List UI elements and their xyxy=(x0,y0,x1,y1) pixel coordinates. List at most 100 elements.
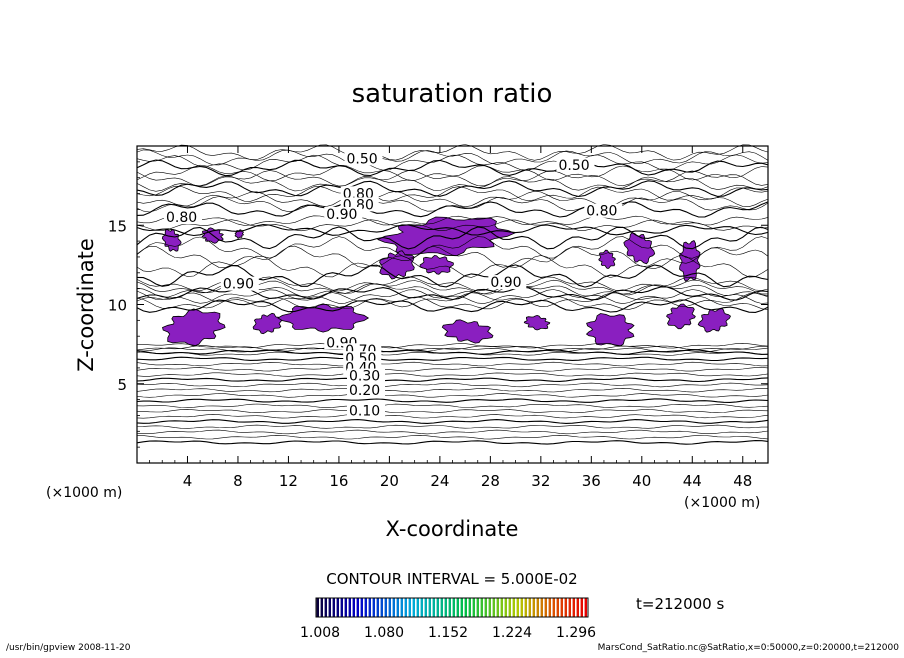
colorbar-cell-67 xyxy=(584,598,587,617)
supersaturated-region-8 xyxy=(678,239,701,282)
contour-line-34 xyxy=(136,196,769,213)
colorbar-cell-16 xyxy=(380,598,383,617)
y-tick-label-1: 10 xyxy=(108,297,127,315)
contour-label-5: 0.80 xyxy=(166,210,197,226)
x-tick-label-11: 48 xyxy=(733,472,752,490)
contour-line-31 xyxy=(136,219,769,232)
colorbar-cell-61 xyxy=(560,598,563,617)
x-tick-label-7: 32 xyxy=(531,472,550,490)
contour-label-4: 0.90 xyxy=(326,207,357,223)
y-axis-label: Z-coordinate xyxy=(74,238,98,372)
contour-line-19 xyxy=(136,347,769,353)
colorbar-cell-9 xyxy=(352,598,355,617)
contour-label-group: 0.50 0.500.800.800.900.80 0.800.900.900.90… xyxy=(164,151,623,419)
x-tick-label-1: 8 xyxy=(233,472,243,490)
colorbar-cell-34 xyxy=(452,598,455,617)
x-tick-label-0: 4 xyxy=(183,472,193,490)
colorbar-cell-58 xyxy=(548,598,551,617)
supersaturated-region-11 xyxy=(277,303,370,333)
contour-lines xyxy=(136,144,769,445)
contour-line-14 xyxy=(136,367,769,372)
contour-line-5 xyxy=(136,414,769,419)
colorbar-cell-33 xyxy=(448,598,451,617)
colorbar-cell-62 xyxy=(564,598,567,617)
contour-label-bg-5 xyxy=(164,210,203,225)
y-axis-ticks: 5 10 15 xyxy=(108,161,768,448)
colorbar-cell-54 xyxy=(532,598,535,617)
colorbar-cell-14 xyxy=(372,598,375,617)
plot-frame xyxy=(136,145,769,464)
contour-label-8: 0.90 xyxy=(223,277,254,293)
footer-right-text: MarsCond_SatRatio.nc@SatRatio,x=0:50000,… xyxy=(598,643,900,653)
contour-line-22 xyxy=(136,299,769,313)
colorbar-tick-label-3: 1.224 xyxy=(492,625,532,641)
colorbar-cell-65 xyxy=(576,598,579,617)
contour-line-42 xyxy=(136,154,769,171)
contour-line-44 xyxy=(136,144,769,161)
x-tick-label-9: 40 xyxy=(632,472,651,490)
supersaturated-region-13 xyxy=(523,314,551,331)
contour-label-13: 0.30 xyxy=(349,369,380,385)
colorbar-cell-63 xyxy=(568,598,571,617)
contour-label-bg-15 xyxy=(347,403,386,418)
x-tick-label-3: 16 xyxy=(329,472,348,490)
contour-label-bg-4 xyxy=(324,206,363,221)
colorbar-cell-29 xyxy=(432,598,435,617)
x-tick-label-5: 24 xyxy=(430,472,449,490)
contour-line-1 xyxy=(136,434,769,440)
contour-line-6 xyxy=(137,409,769,414)
contour-line-11 xyxy=(136,382,769,388)
colorbar-cell-20 xyxy=(396,598,399,617)
contour-line-48 xyxy=(136,236,769,259)
colorbar-cell-39 xyxy=(472,598,475,617)
colorbar-cell-64 xyxy=(572,598,575,617)
contour-line-46 xyxy=(136,255,769,278)
x-unit-label: (×1000 m) xyxy=(684,495,760,511)
colorbar-tick-labels: 1.008 1.080 1.152 1.224 1.296 xyxy=(300,625,596,641)
colorbar-cell-3 xyxy=(328,598,331,617)
contour-line-12 xyxy=(136,377,769,383)
colorbar-tick-label-1: 1.080 xyxy=(364,625,404,641)
contour-line-9 xyxy=(136,393,769,398)
colorbar-tick-label-2: 1.152 xyxy=(428,625,468,641)
contour-line-36 xyxy=(136,185,769,202)
x-axis-label: X-coordinate xyxy=(386,517,519,541)
x-tick-label-8: 36 xyxy=(582,472,601,490)
colorbar-cell-10 xyxy=(356,598,359,617)
colorbar-cell-25 xyxy=(416,598,419,617)
colorbar-cell-21 xyxy=(400,598,403,617)
colorbar-cell-36 xyxy=(460,598,463,617)
colorbar-cell-40 xyxy=(476,598,479,617)
contour-label-1: 0.50 xyxy=(559,158,590,174)
colorbar-cell-11 xyxy=(360,598,363,617)
contour-line-0 xyxy=(136,440,769,445)
contour-line-37 xyxy=(136,180,769,198)
colorbar-cell-2 xyxy=(324,598,327,617)
contour-line-8 xyxy=(136,398,769,403)
footer-left-text: /usr/bin/gpview 2008-11-20 xyxy=(6,643,131,653)
colorbar-cell-28 xyxy=(428,598,431,617)
contour-interval-text: CONTOUR INTERVAL = 5.000E-02 xyxy=(326,570,577,588)
contour-line-21 xyxy=(137,342,769,349)
colorbar-cell-55 xyxy=(536,598,539,617)
contour-line-16 xyxy=(136,356,769,362)
colorbar-cell-1 xyxy=(320,598,323,617)
colorbar-cell-57 xyxy=(544,598,547,617)
contour-line-7 xyxy=(136,403,769,409)
colorbar-cell-30 xyxy=(436,598,439,617)
contour-label-15: 0.10 xyxy=(349,403,380,419)
contour-label-bg-13 xyxy=(347,368,386,383)
colorbar-cell-8 xyxy=(348,598,351,617)
colorbar-cell-6 xyxy=(340,598,343,617)
colorbar-cell-42 xyxy=(484,598,487,617)
supersaturated-region-15 xyxy=(666,303,696,330)
colorbar-cell-43 xyxy=(488,598,491,617)
contour-line-23 xyxy=(136,295,769,311)
colorbar-cell-46 xyxy=(500,598,503,617)
colorbar-cell-15 xyxy=(376,598,379,617)
plot-area: 0.50 0.500.800.800.900.80 0.800.900.900.90… xyxy=(108,144,769,490)
colorbar-cell-50 xyxy=(516,598,519,617)
colorbar-cell-4 xyxy=(332,598,335,617)
colorbar-cell-31 xyxy=(440,598,443,617)
colorbar-cell-48 xyxy=(508,598,511,617)
